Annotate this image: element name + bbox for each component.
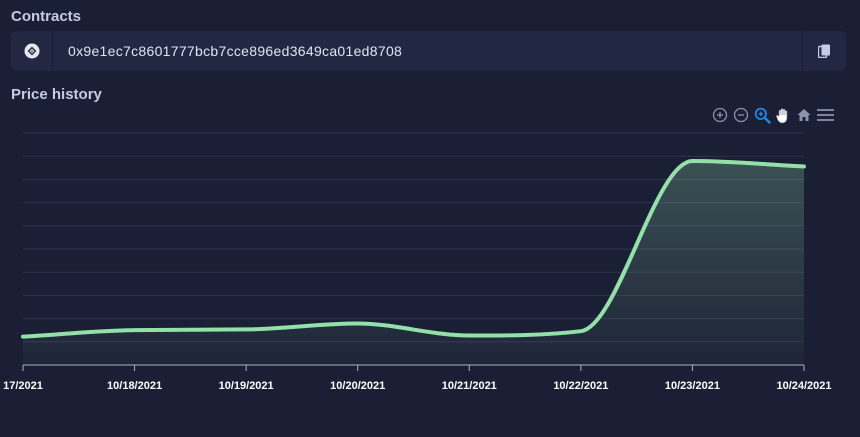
chart-toolbar <box>711 105 834 125</box>
pan-hand-icon[interactable] <box>774 106 792 124</box>
x-tick-label: 10/21/2021 <box>442 380 497 392</box>
x-tick-label: 10/22/2021 <box>553 380 608 392</box>
x-tick-label: 17/2021 <box>3 380 43 392</box>
contracts-title: Contracts <box>11 8 82 25</box>
zoom-out-icon[interactable] <box>732 106 750 124</box>
menu-icon[interactable] <box>816 106 834 124</box>
price-area <box>23 161 804 365</box>
reset-home-icon[interactable] <box>795 106 813 124</box>
price-history-title: Price history <box>11 86 102 103</box>
price-line <box>21 159 806 339</box>
contract-address[interactable]: 0x9e1ec7c8601777bcb7cce896ed3649ca01ed87… <box>68 43 403 59</box>
zoom-in-icon[interactable] <box>711 106 729 124</box>
copy-address-button[interactable] <box>802 31 846 71</box>
x-axis-ticks: 17/2021 10/18/2021 10/19/2021 10/20/2021 10/… <box>3 365 832 392</box>
contract-address-row: 0x9e1ec7c8601777bcb7cce896ed3649ca01ed87… <box>11 31 846 71</box>
x-tick-label: 10/23/2021 <box>665 380 720 392</box>
copy-icon <box>818 44 830 58</box>
price-history-chart: 17/2021 10/18/2021 10/19/2021 10/20/2021 10/… <box>3 132 832 392</box>
chain-icon-container <box>11 31 53 71</box>
selection-zoom-icon[interactable] <box>753 106 771 124</box>
bnb-chain-icon <box>24 43 39 59</box>
x-tick-label: 10/18/2021 <box>107 380 162 392</box>
x-tick-label: 10/24/2021 <box>776 380 831 392</box>
x-tick-label: 10/20/2021 <box>330 380 385 392</box>
x-tick-label: 10/19/2021 <box>219 380 274 392</box>
